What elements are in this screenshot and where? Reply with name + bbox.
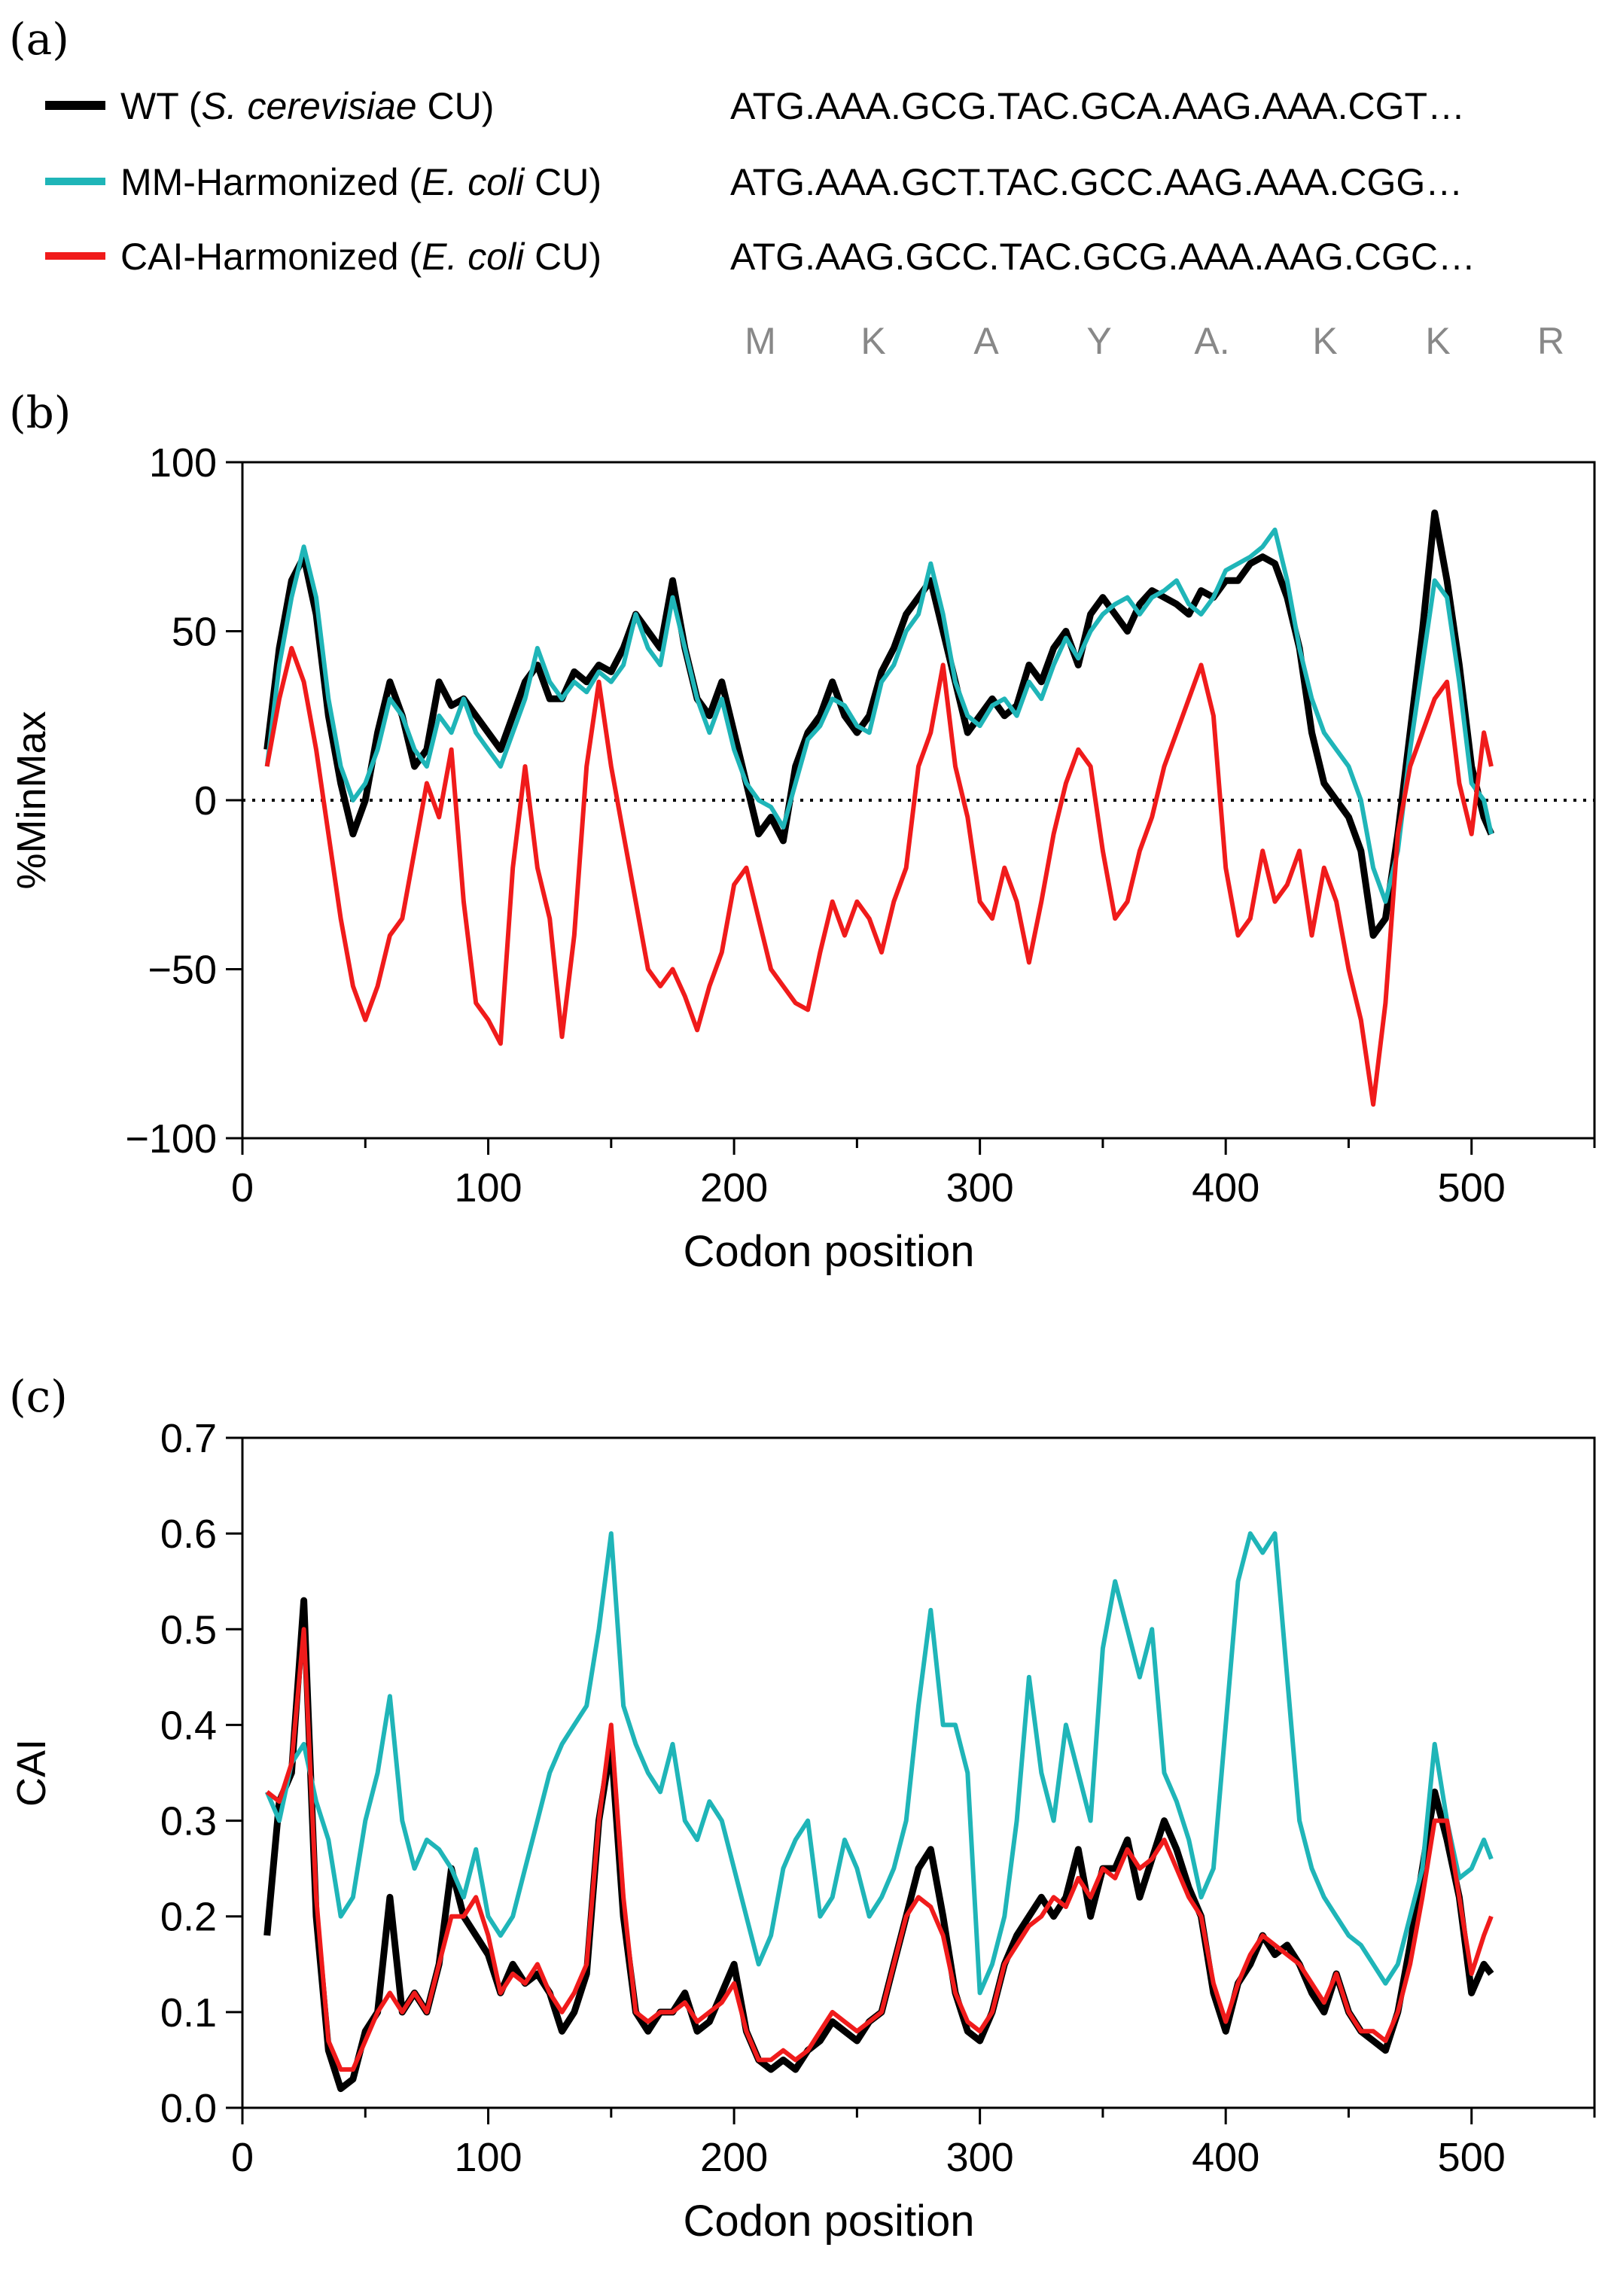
y-axis-title: %MinMax	[9, 711, 54, 889]
y-tick-label: 0.3	[160, 1799, 217, 1844]
x-tick-label: 300	[946, 2135, 1014, 2180]
legend-label-mm: MM-Harmonized (E. coli CU)	[120, 161, 602, 203]
x-tick-label: 300	[946, 1165, 1014, 1210]
y-tick-label: 0.2	[160, 1895, 217, 1940]
amino-acid: K	[1312, 320, 1337, 362]
panel-a-label: (a)	[9, 14, 69, 65]
y-tick-label: 0.5	[160, 1607, 217, 1652]
x-tick-label: 400	[1192, 2135, 1259, 2180]
series-line-cai-harmonized	[265, 1627, 1494, 2072]
x-tick-label: 100	[454, 2135, 522, 2180]
amino-acid: K	[1425, 320, 1450, 362]
legend-row-mm: MM-Harmonized (E. coli CU) ATG.AAA.GCT.T…	[45, 161, 1463, 203]
x-axis-title: Codon position	[684, 1227, 975, 1276]
panel-b-label: (b)	[9, 387, 71, 438]
y-tick-label: 0.0	[160, 2086, 217, 2131]
sequence-wt: ATG.AAA.GCG.TAC.GCA.AAG.AAA.CGT…	[730, 85, 1465, 127]
x-tick-label: 500	[1438, 2135, 1506, 2180]
amino-acid: A	[973, 320, 999, 362]
plot-frame	[241, 461, 1596, 1140]
x-tick-label: 100	[454, 1165, 522, 1210]
legend-label-cai: CAI-Harmonized (E. coli CU)	[120, 236, 602, 278]
panel-c-chart: (c) 0 100 200 300 400 500 0.0 0.1 0.2 0.3 0.4 0.5 0.…	[9, 1371, 1596, 2246]
y-tick-label: 0.4	[160, 1703, 217, 1748]
y-tick-label: 100	[149, 440, 217, 486]
series-line-mm-harmonized	[264, 1531, 1494, 1996]
legend-row-cai: CAI-Harmonized (E. coli CU) ATG.AAG.GCC.…	[45, 236, 1476, 278]
amino-acid: M	[745, 320, 776, 362]
panel-c-label: (c)	[9, 1371, 68, 1422]
y-tick-label: 0.1	[160, 1990, 217, 2036]
panel-b-chart: (b) 0 100 200 300 400 500 −100 −50 0 50 100 %MinMa…	[9, 387, 1596, 1276]
series-line-cai-harmonized	[264, 646, 1494, 1107]
amino-acid: A.	[1194, 320, 1229, 362]
y-axis-title: CAI	[9, 1739, 54, 1807]
plot-frame	[241, 1436, 1596, 2109]
x-axis-title: Codon position	[684, 2197, 975, 2246]
amino-acid: Y	[1086, 320, 1111, 362]
series-line-mm-harmonized	[264, 527, 1494, 904]
sequence-mm: ATG.AAA.GCT.TAC.GCC.AAG.AAA.CGG…	[730, 161, 1463, 203]
legend-row-wt: WT (S. cerevisiae CU) ATG.AAA.GCG.TAC.GC…	[45, 85, 1465, 127]
amino-acid: R	[1537, 320, 1564, 362]
y-tick-label: −50	[148, 948, 217, 993]
x-tick-label: 0	[231, 1165, 254, 1210]
x-tick-label: 500	[1438, 1165, 1506, 1210]
amino-acid-row: M K A Y A. K K R	[745, 320, 1564, 362]
sequence-cai: ATG.AAG.GCC.TAC.GCG.AAA.AAG.CGC…	[730, 236, 1476, 278]
x-tick-label: 200	[700, 2135, 768, 2180]
x-tick-label: 400	[1192, 1165, 1259, 1210]
y-tick-label: 0.6	[160, 1512, 217, 1557]
y-tick-label: −100	[125, 1116, 217, 1162]
x-tick-label: 200	[700, 1165, 768, 1210]
x-tick-label: 0	[231, 2135, 254, 2180]
y-tick-label: 50	[172, 610, 217, 655]
y-tick-label: 0.7	[160, 1416, 217, 1461]
series-line-wt	[263, 509, 1495, 939]
y-tick-label: 0	[194, 778, 217, 824]
legend-label-wt: WT (S. cerevisiae CU)	[120, 85, 494, 127]
panel-a: (a) WT (S. cerevisiae CU) ATG.AAA.GCG.TA…	[9, 14, 1564, 362]
amino-acid: K	[860, 320, 885, 362]
